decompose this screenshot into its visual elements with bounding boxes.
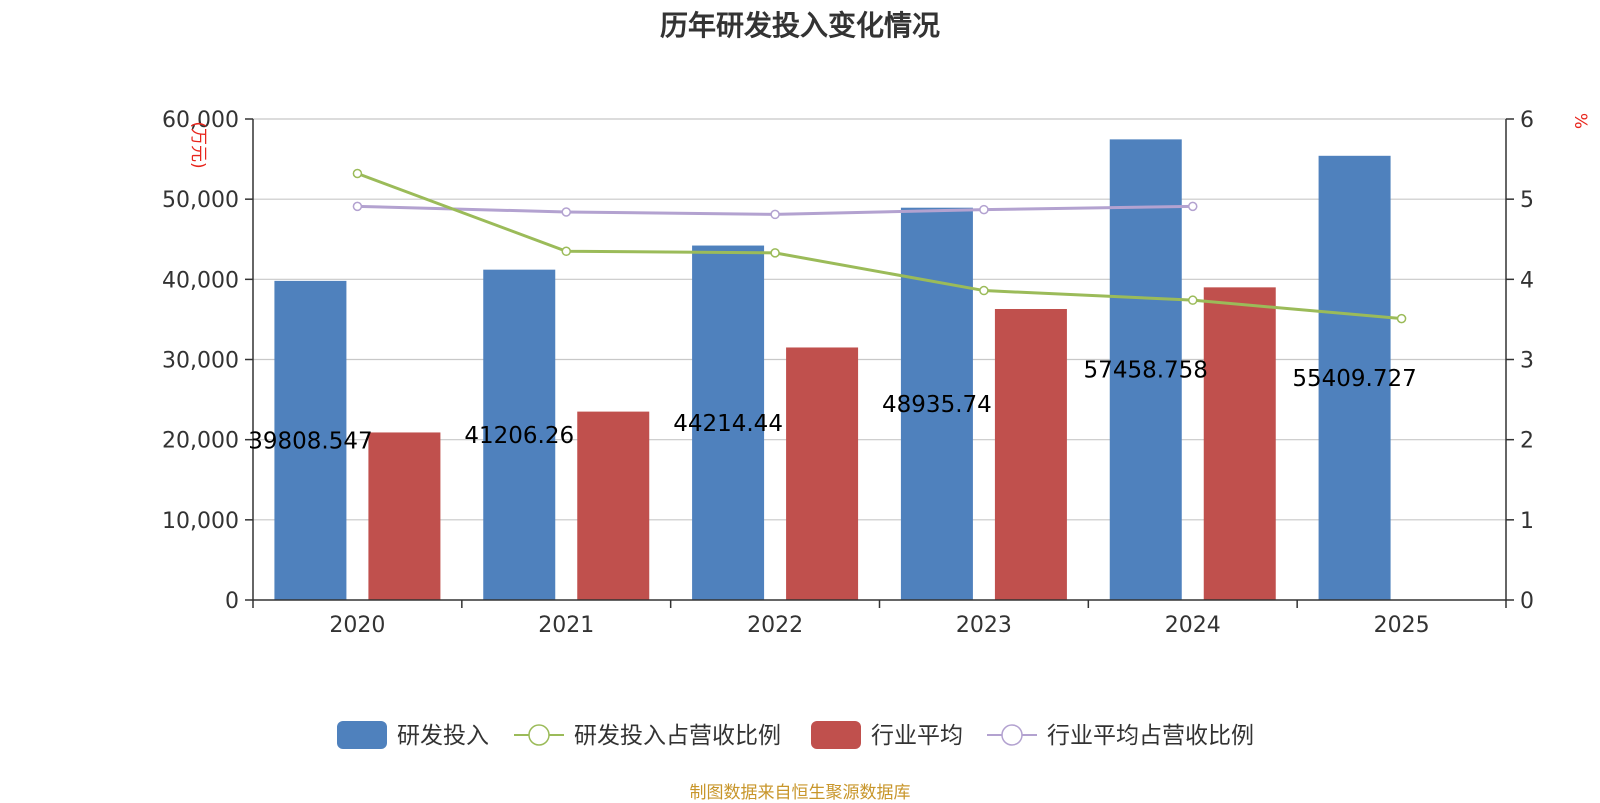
rd-ratio-line [356,172,1402,321]
bar-industry-average [786,347,859,600]
legend-swatch-marker [1001,724,1023,746]
grid-lines [253,118,1506,521]
lines [352,168,1407,324]
x-tick-label: 2024 [1165,613,1221,638]
industry-ratio-point [1188,201,1198,212]
bar-rd-investment [1318,155,1391,600]
data-label-rd: 44214.44 [673,411,783,437]
legend-label: 研发投入 [397,723,489,749]
y-left-tick-label: 30,000 [162,349,239,374]
y-left-tick-label: 50,000 [162,188,239,213]
x-tick-label: 2022 [747,613,803,638]
x-tick-label: 2021 [538,613,594,638]
bar-rd-investment [900,207,973,600]
y-right-tick-label: 3 [1520,349,1534,374]
y-left-unit: (万元) [188,121,208,168]
y-right-tick-label: 1 [1520,509,1534,534]
legend-label: 行业平均占营收比例 [1047,723,1254,749]
legend: 研发投入 研发投入占营收比例 行业平均 行业平均占营收比例 [337,721,1254,749]
bar-rd-investment [483,269,556,600]
data-labels: 39808.547 41206.26 44214.44 48935.74 57458.7… [248,358,1417,455]
rd-ratio-point [561,246,571,257]
legend-swatch-bar [811,721,861,749]
y-left-tick-label: 0 [225,589,239,614]
bars [274,139,1391,600]
rd-ratio-point [1396,313,1407,324]
y-right-tick-label: 2 [1520,429,1534,454]
chart-title: 历年研发投入变化情况 [659,9,940,42]
y-left-tick-label: 40,000 [162,268,239,293]
rd-ratio-point [352,168,363,179]
data-label-rd: 48935.74 [882,392,992,418]
legend-label: 研发投入占营收比例 [574,723,781,749]
industry-ratio-point [352,201,363,212]
bar-rd-investment [274,280,347,600]
y-right-tick-label: 0 [1520,589,1534,614]
y-right-tick-label: 6 [1520,108,1534,133]
industry-ratio-point [561,207,571,217]
x-tick-label: 2023 [956,613,1012,638]
bar-industry-average [368,432,441,600]
rd-ratio-point [1188,295,1198,305]
legend-swatch-marker [528,724,550,746]
source-note: 制图数据来自恒生聚源数据库 [689,783,911,803]
axes: 0 0 10,000 1 20,000 2 30,000 3 40,000 4 50,000 5 60,… [162,108,1590,638]
bar-rd-investment [1109,139,1182,600]
data-label-rd: 55409.727 [1292,366,1416,392]
bar-industry-average [577,411,650,600]
data-label-rd: 57458.758 [1084,358,1208,384]
data-label-rd: 41206.26 [464,423,574,449]
bar-industry-average [1203,287,1276,600]
industry-ratio-point [770,209,780,220]
data-label-rd: 39808.547 [248,428,372,454]
bar-industry-average [994,308,1067,600]
bar-rd-investment [692,245,765,600]
y-right-unit: % [1570,113,1590,129]
y-left-tick-label: 60,000 [162,108,239,133]
x-tick-label: 2025 [1374,613,1430,638]
x-tick-label: 2020 [329,613,385,638]
y-right-tick-label: 5 [1520,188,1534,213]
industry-ratio-point [979,204,989,215]
y-left-tick-label: 10,000 [162,509,239,534]
rd-ratio-point [770,248,780,258]
y-left-tick-label: 20,000 [162,429,239,454]
y-right-tick-label: 4 [1520,268,1534,293]
legend-label: 行业平均 [871,723,963,749]
legend-swatch-bar [337,721,387,749]
rd-ratio-point [979,285,989,296]
